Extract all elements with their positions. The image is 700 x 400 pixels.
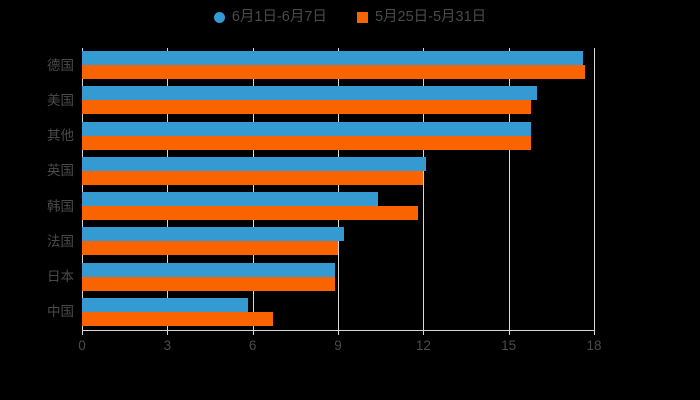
bar[interactable] <box>82 86 538 101</box>
legend-marker-circle-icon <box>213 11 225 23</box>
bar-group <box>82 48 594 83</box>
gridline <box>508 48 510 330</box>
bar[interactable] <box>82 121 532 136</box>
gridline <box>252 48 254 330</box>
bar[interactable] <box>82 227 344 242</box>
bar[interactable] <box>82 241 338 256</box>
x-axis-tick-label: 18 <box>586 338 602 353</box>
x-axis-tick-mark <box>82 330 83 335</box>
x-axis-tick-label: 9 <box>334 338 342 353</box>
y-axis-label: 美国 <box>47 92 74 108</box>
bar-group <box>82 189 594 224</box>
legend-entry[interactable]: 5月25日-5月31日 <box>356 8 487 25</box>
bar[interactable] <box>82 100 532 115</box>
bar-group <box>82 224 594 259</box>
bar[interactable] <box>82 135 532 150</box>
bar-group <box>82 260 594 295</box>
x-axis-tick-label: 3 <box>163 338 172 353</box>
x-axis-tick-mark <box>338 330 339 335</box>
x-axis-tick-label: 6 <box>248 338 257 353</box>
x-axis-tick-label: 0 <box>78 338 86 353</box>
bar[interactable] <box>82 170 424 185</box>
x-axis-tick-label: 15 <box>501 338 517 353</box>
gridline <box>594 48 595 330</box>
bar-group <box>82 119 594 154</box>
legend-entry[interactable]: 6月1日-6月7日 <box>213 8 327 25</box>
x-axis-tick-mark <box>594 330 595 335</box>
legend-label: 6月1日-6月7日 <box>231 8 327 25</box>
plot-area <box>82 48 595 330</box>
x-axis-tick-mark <box>423 330 425 335</box>
x-axis-tick-mark <box>252 330 254 335</box>
gridline <box>423 48 425 330</box>
chart-legend: 6月1日-6月7日 5月25日-5月31日 <box>0 0 700 34</box>
y-axis-label: 德国 <box>47 57 74 73</box>
y-axis-label: 日本 <box>47 269 74 285</box>
bar[interactable] <box>82 192 378 206</box>
bar[interactable] <box>82 276 336 291</box>
y-axis-label: 中国 <box>47 304 74 320</box>
x-axis-tick-mark <box>508 330 510 335</box>
bar[interactable] <box>82 156 427 171</box>
x-axis-tick-label: 12 <box>415 338 431 353</box>
y-axis-labels: 德国美国其他英国韩国法国日本中国 <box>0 48 74 330</box>
gridline <box>338 48 339 330</box>
legend-marker-square-icon <box>356 11 368 23</box>
bar[interactable] <box>82 311 273 326</box>
gridline <box>167 48 169 330</box>
bar[interactable] <box>82 297 249 312</box>
bar[interactable] <box>82 262 336 277</box>
bar[interactable] <box>82 51 583 65</box>
gridline <box>82 48 83 330</box>
bar[interactable] <box>82 65 586 79</box>
legend-label: 5月25日-5月31日 <box>374 8 487 25</box>
x-axis-tick-mark <box>167 330 169 335</box>
y-axis-label: 英国 <box>47 163 74 179</box>
y-axis-label: 韩国 <box>47 198 74 214</box>
bar-group <box>82 295 594 330</box>
y-axis-label: 法国 <box>47 233 74 249</box>
y-axis-label: 其他 <box>47 128 74 144</box>
bar-group <box>82 83 594 118</box>
bar-group <box>82 154 594 189</box>
bar[interactable] <box>82 206 418 220</box>
